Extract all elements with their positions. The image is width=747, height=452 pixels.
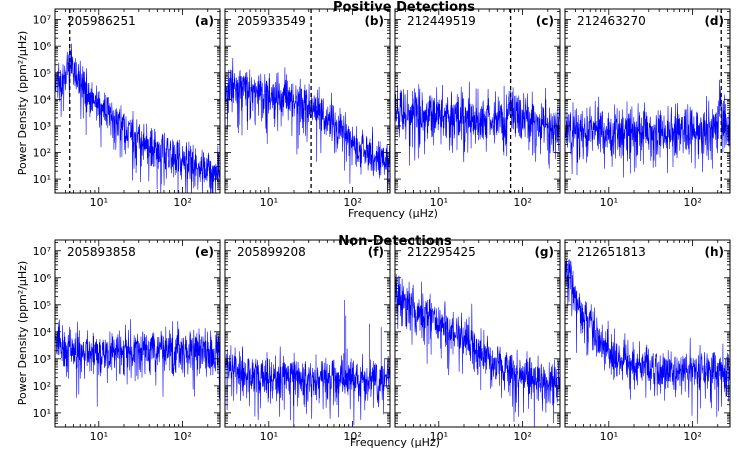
star-id-g: 212295425: [407, 245, 476, 259]
plot-frame-b: [224, 8, 391, 194]
y-tick-label-e: 10⁶: [33, 272, 52, 285]
y-axis-label-bottom: Power Density (ppm²/μHz): [16, 261, 29, 406]
x-tick-label-b: 10¹: [260, 196, 278, 209]
panel-d: 10¹ 10² 212463270 (d): [564, 8, 731, 209]
psd-series-d: [565, 79, 730, 178]
star-id-a: 205986251: [67, 14, 136, 28]
star-id-c: 212449519: [407, 14, 476, 28]
panel-tag-b: (b): [364, 14, 384, 28]
x-axis-label-bottom: Frequency (μHz): [350, 436, 440, 449]
star-id-e: 205893858: [67, 245, 136, 259]
y-tick-label-e: 10⁵: [33, 299, 51, 312]
panel-tag-h: (h): [704, 245, 724, 259]
x-tick-label-c: 10¹: [430, 196, 448, 209]
panel-tag-g: (g): [534, 245, 554, 259]
x-tick-label-e: 10²: [173, 430, 191, 443]
y-tick-label-e: 10⁷: [33, 245, 51, 258]
x-tick-label-d: 10²: [683, 196, 701, 209]
y-tick-label-a: 10¹: [33, 173, 51, 186]
x-tick-label-g: 10¹: [430, 430, 448, 443]
star-id-b: 205933549: [237, 14, 306, 28]
panel-tag-c: (c): [536, 14, 554, 28]
y-tick-label-a: 10²: [33, 147, 51, 160]
y-tick-label-e: 10⁴: [33, 326, 52, 339]
y-tick-label-e: 10³: [33, 353, 51, 366]
x-tick-label-f: 10²: [343, 430, 361, 443]
panel-c: 10¹ 10² 212449519 (c): [394, 8, 561, 209]
plot-frame-c: [394, 8, 561, 194]
panel-b: 10¹ 10² 205933549 (b): [224, 8, 391, 209]
x-tick-label-h: 10¹: [600, 430, 618, 443]
y-axis-label-top: Power Density (ppm²/μHz): [16, 31, 29, 176]
plot-frame-e: [54, 239, 221, 428]
panel-e: 10¹ 10² 10¹ 10² 10³ 10⁴ 10⁵ 10⁶ 10⁷ 205893858 (e): [33, 239, 221, 443]
x-tick-label-c: 10²: [513, 196, 531, 209]
star-id-f: 205899208: [237, 245, 306, 259]
x-tick-label-a: 10²: [173, 196, 191, 209]
panel-f: 10¹ 10² 205899208 (f): [224, 239, 391, 443]
psd-series-e: [55, 319, 220, 407]
panel-a: 10¹ 10² 10¹ 10² 10³ 10⁴ 10⁵ 10⁶ 10⁷ 205986251 (a): [33, 8, 221, 209]
star-id-d: 212463270: [577, 14, 646, 28]
star-id-h: 212651813: [577, 245, 646, 259]
plot-frame-a: [54, 8, 221, 194]
y-tick-label-e: 10¹: [33, 407, 51, 420]
x-tick-label-b: 10²: [343, 196, 361, 209]
x-tick-label-g: 10²: [513, 430, 531, 443]
x-tick-label-e: 10¹: [90, 430, 108, 443]
y-tick-label-a: 10⁶: [33, 40, 52, 53]
x-tick-label-d: 10¹: [600, 196, 618, 209]
panel-tag-a: (a): [195, 14, 214, 28]
y-tick-label-a: 10⁵: [33, 67, 51, 80]
plot-frame-h: [564, 239, 731, 428]
row-title-positive: Positive Detections: [333, 0, 475, 15]
psd-series-f: [225, 300, 390, 427]
psd-series-g: [395, 273, 560, 427]
x-tick-label-h: 10²: [683, 430, 701, 443]
panel-tag-e: (e): [195, 245, 214, 259]
x-tick-label-a: 10¹: [90, 196, 108, 209]
panel-h: 10¹ 10² 212651813 (h): [564, 239, 731, 443]
panel-tag-d: (d): [704, 14, 724, 28]
psd-series-c: [395, 81, 560, 169]
psd-series-b: [225, 57, 390, 193]
y-tick-label-a: 10⁴: [33, 93, 52, 106]
plot-frame-d: [564, 8, 731, 194]
x-tick-label-f: 10¹: [260, 430, 278, 443]
psd-series-h: [565, 258, 730, 424]
plot-frame-f: [224, 239, 391, 428]
y-tick-label-a: 10⁷: [33, 14, 51, 27]
x-axis-label-top: Frequency (μHz): [348, 207, 438, 220]
y-tick-label-e: 10²: [33, 380, 51, 393]
y-tick-label-a: 10³: [33, 120, 51, 133]
psd-series-a: [55, 43, 220, 193]
plot-frame-g: [394, 239, 561, 428]
panel-g: 10¹ 10² 212295425 (g): [394, 239, 561, 443]
panel-tag-f: (f): [368, 245, 384, 259]
